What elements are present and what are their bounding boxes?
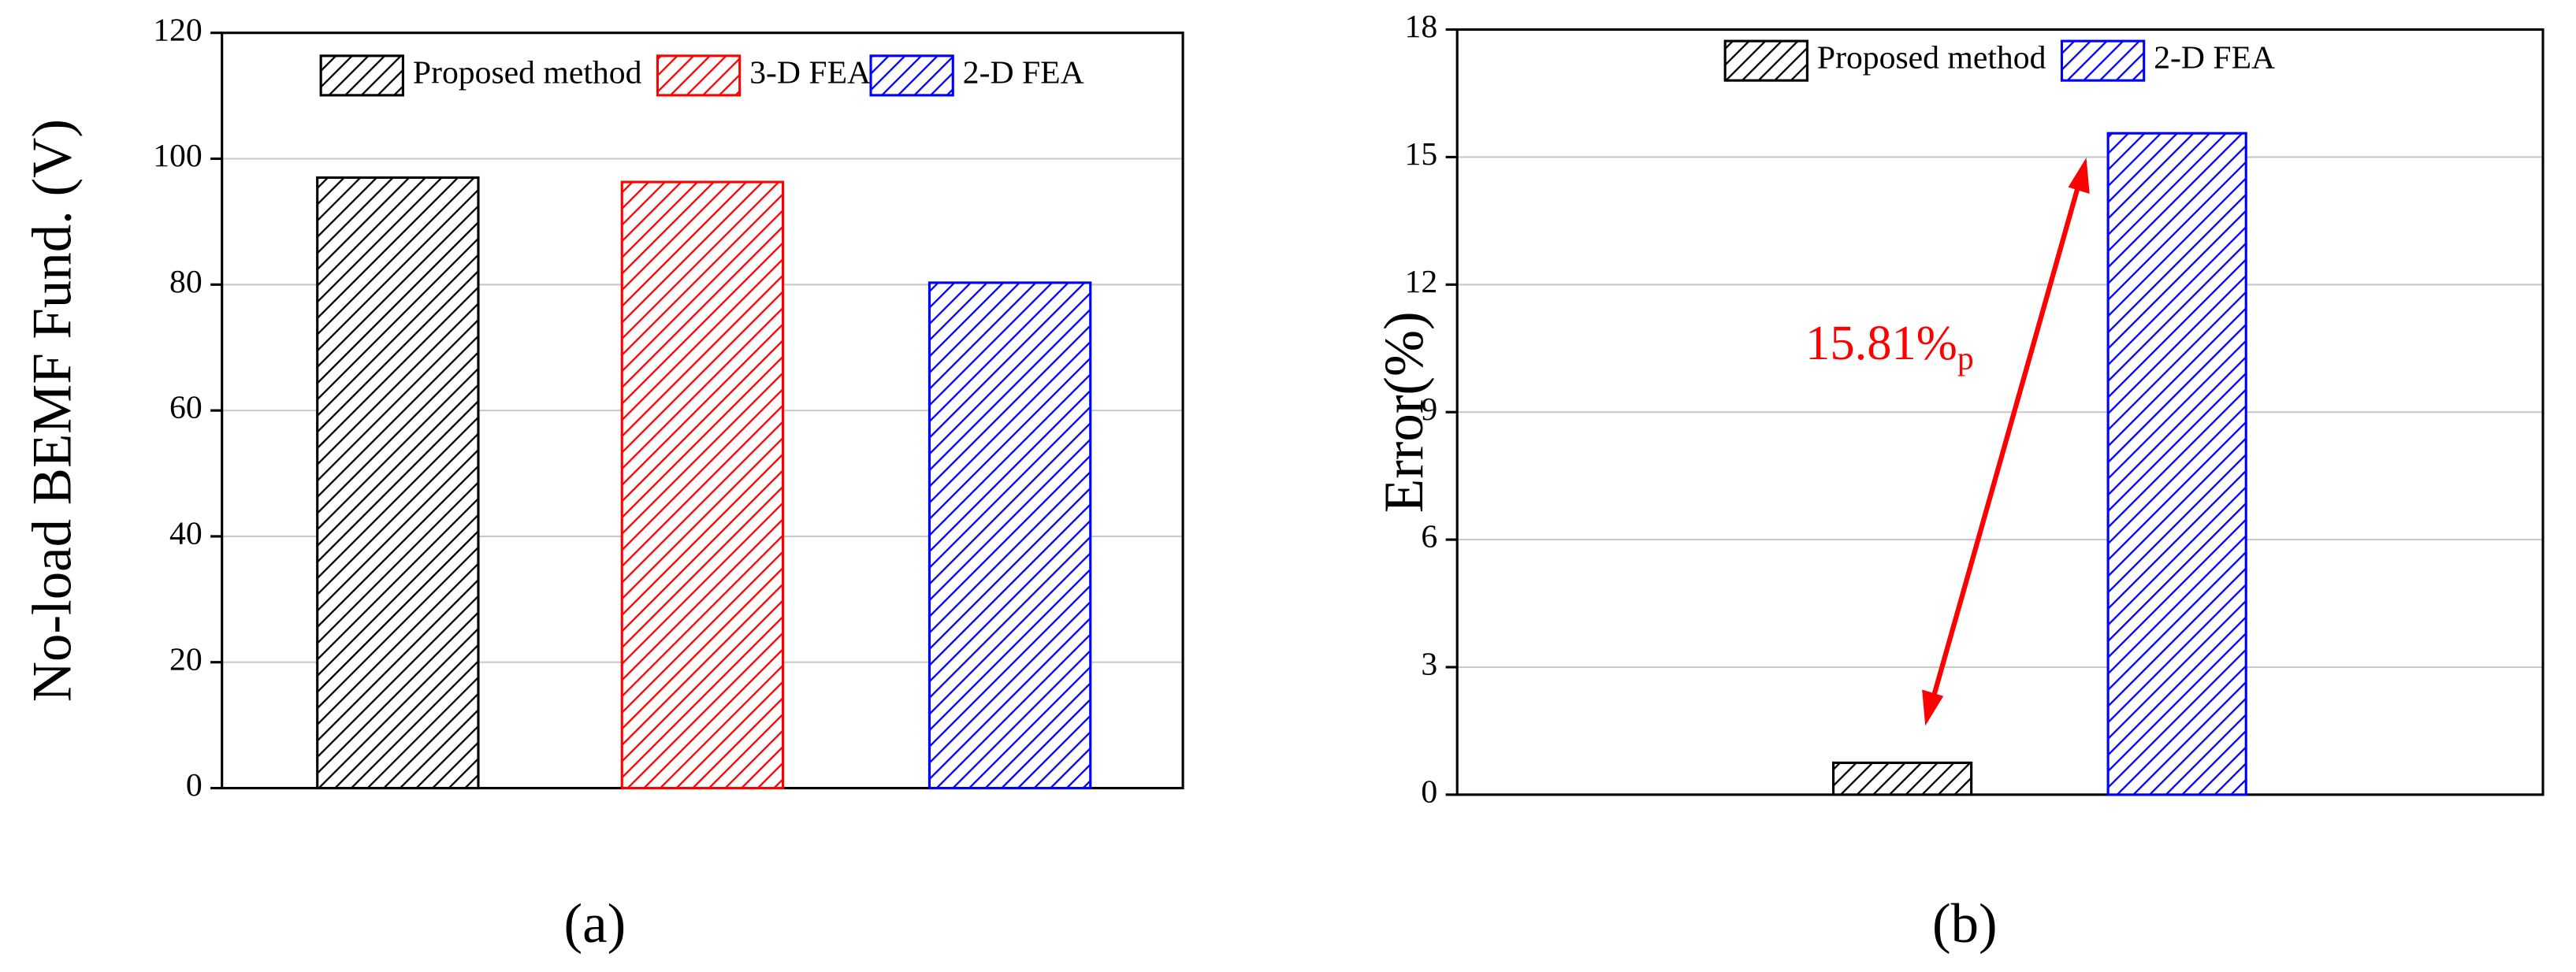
y-tick-label: 12 <box>1405 264 1438 300</box>
legend-swatch <box>869 54 954 97</box>
plot-frame <box>1455 28 2544 796</box>
arrowhead <box>1922 689 1944 726</box>
y-tick-label: 0 <box>186 767 203 803</box>
y-tick-label: 40 <box>169 515 203 551</box>
annotation: 15.81%p <box>1805 315 1974 377</box>
bar <box>1831 761 1973 796</box>
y-axis-label: No-load BEMF Fund. (V) <box>22 119 84 702</box>
y-tick-label: 0 <box>1421 774 1437 810</box>
bar <box>2106 132 2247 796</box>
arrowhead <box>2068 158 2090 194</box>
y-tick-label: 120 <box>153 12 203 48</box>
legend-label: 2-D FEA <box>963 54 1084 91</box>
legend-label: Proposed method <box>413 54 642 91</box>
bar <box>927 281 1092 790</box>
legend-swatch <box>319 54 404 97</box>
legend-label: 2-D FEA <box>2154 40 2275 76</box>
legend-label: 3-D FEA <box>749 54 871 91</box>
y-tick-label: 60 <box>169 390 203 426</box>
bar <box>620 180 785 790</box>
y-tick-label: 80 <box>169 264 203 300</box>
y-tick-label: 3 <box>1421 647 1437 683</box>
legend-label: Proposed method <box>1817 40 2046 76</box>
legend-swatch <box>1723 39 1808 82</box>
arrow <box>1929 180 2083 704</box>
y-tick-label: 15 <box>1405 136 1438 173</box>
legend-swatch <box>2060 39 2146 82</box>
legend-swatch <box>656 54 742 97</box>
y-tick-label: 100 <box>153 138 203 174</box>
caption: (a) <box>564 893 626 955</box>
bar <box>316 176 480 790</box>
y-tick-label: 6 <box>1421 519 1437 555</box>
y-tick-label: 9 <box>1421 391 1437 428</box>
caption: (b) <box>1932 893 1998 955</box>
y-tick-label: 20 <box>169 641 203 677</box>
y-axis-label: Error(%) <box>1373 311 1435 513</box>
y-tick-label: 18 <box>1405 9 1438 45</box>
